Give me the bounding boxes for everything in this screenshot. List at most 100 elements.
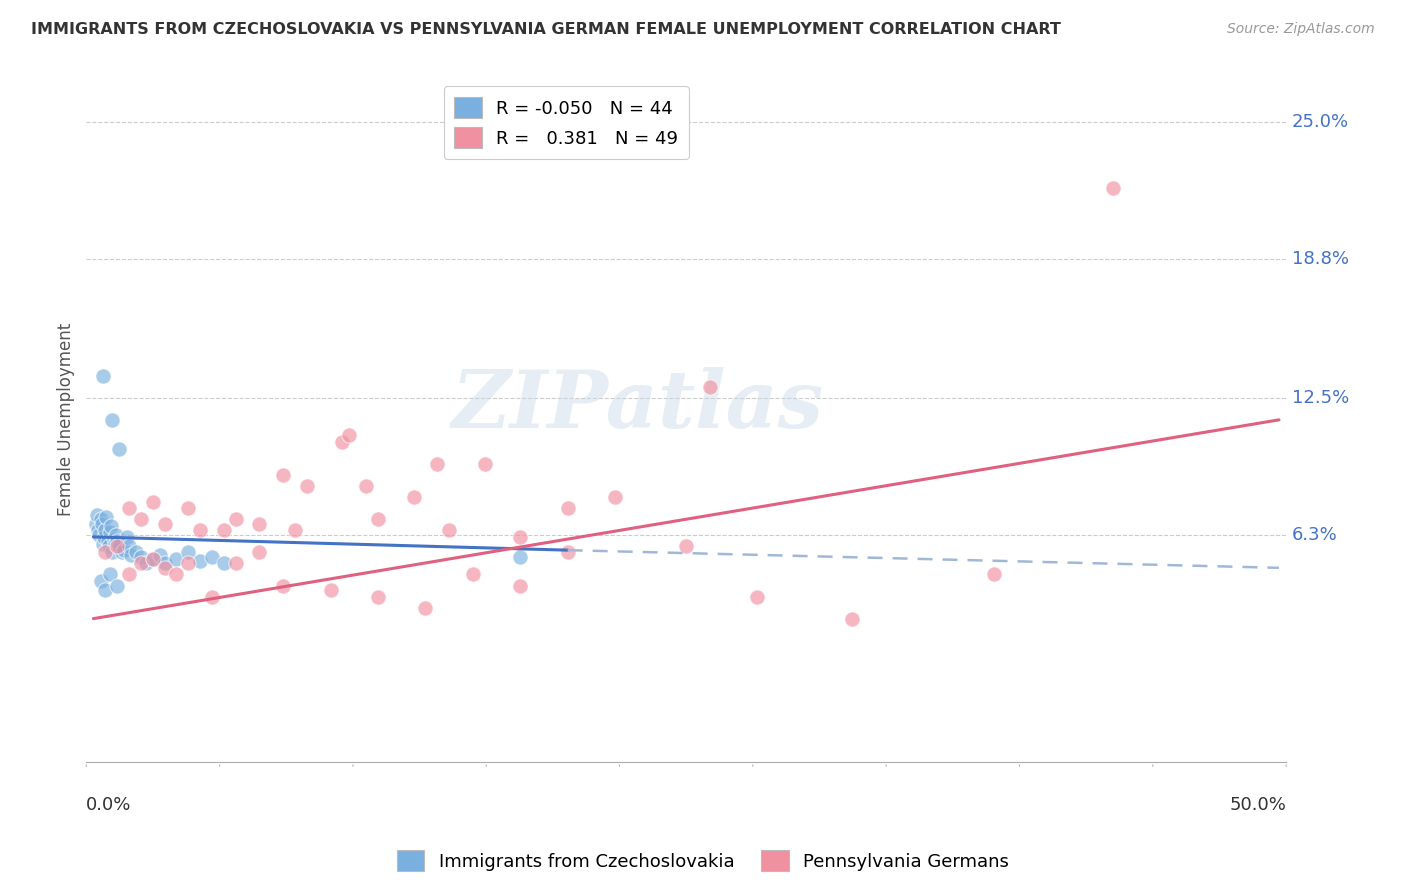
Point xyxy=(125,545,148,559)
Point xyxy=(142,494,165,508)
Point xyxy=(129,549,152,564)
Point xyxy=(101,413,124,427)
Point xyxy=(98,567,121,582)
Point xyxy=(94,582,117,597)
Point xyxy=(149,548,172,562)
Point xyxy=(89,527,111,541)
Point xyxy=(108,539,131,553)
Point xyxy=(129,557,152,571)
Point xyxy=(367,590,389,604)
Point xyxy=(91,536,114,550)
Point xyxy=(247,516,270,531)
Point xyxy=(284,523,307,537)
Point xyxy=(142,552,165,566)
Point xyxy=(699,380,721,394)
Point xyxy=(93,530,115,544)
Point xyxy=(97,539,120,553)
Text: 6.3%: 6.3% xyxy=(1292,525,1339,544)
Point xyxy=(841,612,863,626)
Point xyxy=(101,545,124,559)
Point xyxy=(509,578,531,592)
Point xyxy=(97,534,120,549)
Point xyxy=(509,530,531,544)
Point xyxy=(747,590,769,604)
Point xyxy=(153,561,176,575)
Point xyxy=(89,574,111,588)
Point xyxy=(1102,181,1125,195)
Point xyxy=(105,578,128,592)
Point xyxy=(271,578,294,592)
Point xyxy=(319,582,342,597)
Text: Source: ZipAtlas.com: Source: ZipAtlas.com xyxy=(1227,22,1375,37)
Point xyxy=(112,543,135,558)
Point xyxy=(94,523,117,537)
Y-axis label: Female Unemployment: Female Unemployment xyxy=(58,323,75,516)
Point xyxy=(108,442,131,456)
Point xyxy=(165,552,187,566)
Point xyxy=(212,523,235,537)
Point xyxy=(115,530,138,544)
Point xyxy=(188,523,211,537)
Point xyxy=(103,532,125,546)
Point xyxy=(87,523,110,537)
Point xyxy=(509,549,531,564)
Point xyxy=(474,457,496,471)
Point xyxy=(91,368,114,383)
Point xyxy=(675,539,697,553)
Point xyxy=(557,545,579,559)
Point xyxy=(225,557,247,571)
Point xyxy=(165,567,187,582)
Point xyxy=(212,557,235,571)
Point xyxy=(120,548,142,562)
Point xyxy=(437,523,460,537)
Point xyxy=(118,539,141,553)
Point xyxy=(129,512,152,526)
Point xyxy=(426,457,449,471)
Point xyxy=(461,567,484,582)
Point xyxy=(105,534,128,549)
Point xyxy=(295,479,318,493)
Point xyxy=(177,557,200,571)
Text: 50.0%: 50.0% xyxy=(1229,797,1286,814)
Point xyxy=(177,501,200,516)
Point xyxy=(104,527,127,541)
Point xyxy=(339,428,361,442)
Point xyxy=(84,516,107,531)
Point xyxy=(100,519,122,533)
Point xyxy=(201,590,224,604)
Point xyxy=(111,545,134,559)
Text: 18.8%: 18.8% xyxy=(1292,250,1350,268)
Point xyxy=(201,549,224,564)
Text: 0.0%: 0.0% xyxy=(86,797,132,814)
Point xyxy=(415,600,437,615)
Point xyxy=(142,552,165,566)
Point xyxy=(153,557,176,571)
Legend: Immigrants from Czechoslovakia, Pennsylvania Germans: Immigrants from Czechoslovakia, Pennsylv… xyxy=(389,843,1017,879)
Point xyxy=(105,539,128,553)
Text: ZIPatlas: ZIPatlas xyxy=(453,368,824,445)
Point xyxy=(96,510,118,524)
Point xyxy=(86,508,108,522)
Point xyxy=(983,567,1005,582)
Point xyxy=(603,490,626,504)
Point xyxy=(367,512,389,526)
Point xyxy=(89,512,111,526)
Point xyxy=(90,516,112,531)
Text: IMMIGRANTS FROM CZECHOSLOVAKIA VS PENNSYLVANIA GERMAN FEMALE UNEMPLOYMENT CORREL: IMMIGRANTS FROM CZECHOSLOVAKIA VS PENNSY… xyxy=(31,22,1060,37)
Point xyxy=(94,545,117,559)
Point xyxy=(247,545,270,559)
Point xyxy=(118,567,141,582)
Point xyxy=(271,468,294,483)
Point xyxy=(225,512,247,526)
Point xyxy=(118,501,141,516)
Point xyxy=(153,516,176,531)
Point xyxy=(98,525,121,540)
Point xyxy=(188,554,211,568)
Text: 12.5%: 12.5% xyxy=(1292,389,1350,407)
Point xyxy=(104,536,127,550)
Point xyxy=(177,545,200,559)
Point xyxy=(557,501,579,516)
Point xyxy=(354,479,377,493)
Text: 25.0%: 25.0% xyxy=(1292,112,1350,130)
Point xyxy=(332,434,354,449)
